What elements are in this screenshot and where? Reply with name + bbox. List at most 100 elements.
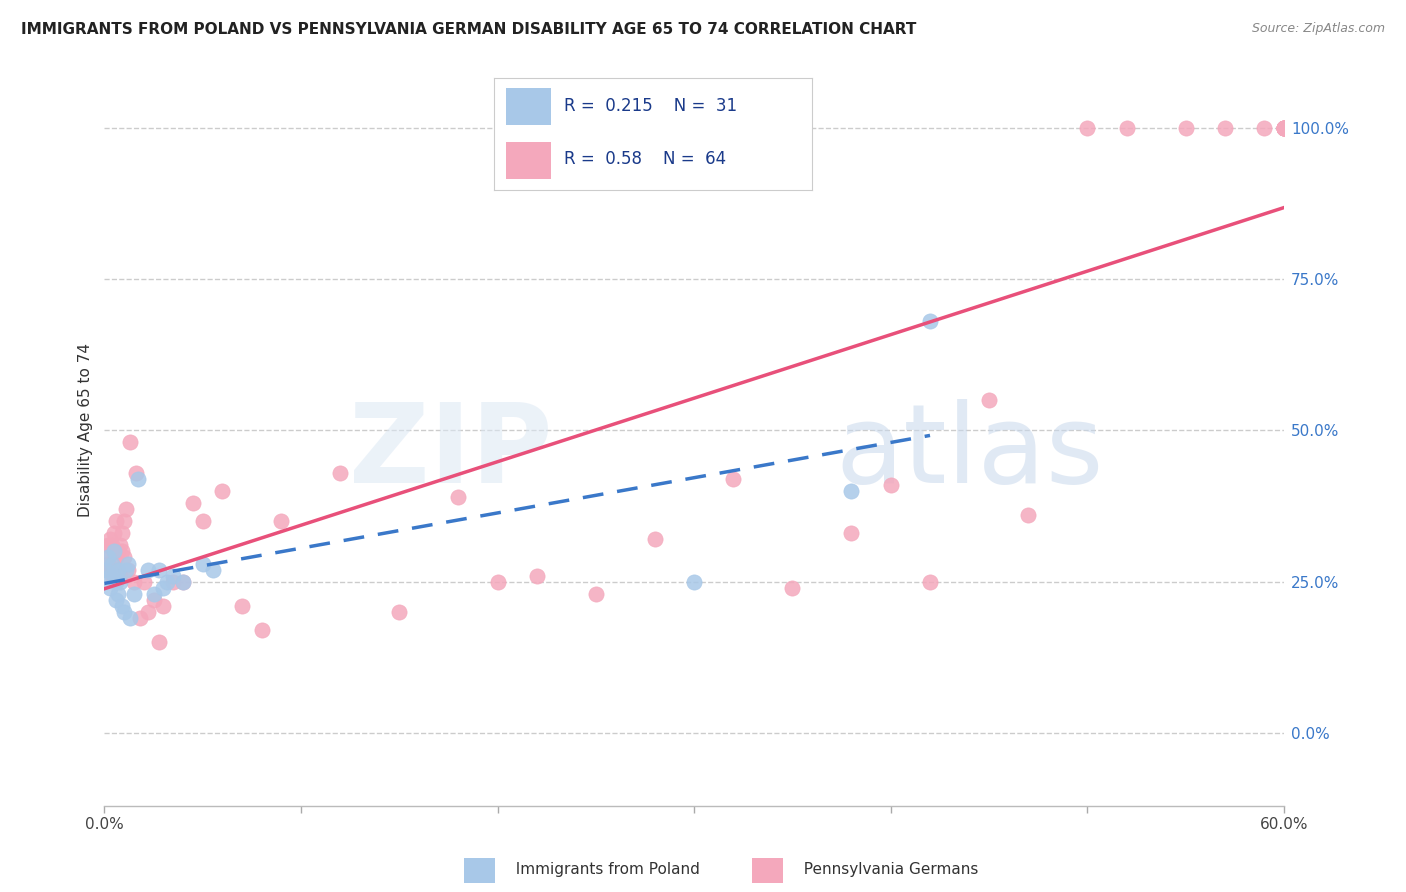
Point	[201, 563, 224, 577]
Point	[111, 599, 134, 613]
Point	[782, 581, 804, 595]
Point	[112, 550, 135, 565]
Point	[142, 587, 165, 601]
Point	[1272, 120, 1295, 135]
Point	[1174, 120, 1197, 135]
Point	[977, 393, 1000, 408]
Y-axis label: Disability Age 65 to 74: Disability Age 65 to 74	[79, 343, 93, 517]
Point	[152, 599, 174, 613]
Point	[103, 544, 125, 558]
Point	[723, 472, 745, 486]
Point	[107, 544, 129, 558]
Point	[97, 550, 120, 565]
Point	[101, 557, 124, 571]
Text: Source: ZipAtlas.com: Source: ZipAtlas.com	[1251, 22, 1385, 36]
Point	[117, 557, 139, 571]
Point	[162, 568, 184, 582]
Point	[1076, 120, 1098, 135]
Point	[105, 592, 128, 607]
Point	[841, 483, 863, 498]
Text: Pennsylvania Germans: Pennsylvania Germans	[794, 863, 979, 877]
Point	[250, 623, 273, 637]
Text: ZIP: ZIP	[349, 400, 553, 507]
Point	[111, 544, 134, 558]
Point	[101, 538, 124, 552]
Point	[211, 483, 233, 498]
Point	[108, 568, 131, 582]
Point	[1017, 508, 1039, 522]
Point	[107, 563, 129, 577]
Point	[880, 478, 903, 492]
Point	[98, 581, 121, 595]
Point	[105, 574, 128, 589]
Point	[103, 568, 125, 582]
Point	[191, 514, 214, 528]
Point	[98, 568, 121, 582]
Point	[127, 472, 149, 486]
Point	[96, 544, 118, 558]
Point	[142, 592, 165, 607]
Point	[644, 533, 666, 547]
Point	[172, 574, 194, 589]
Text: Immigrants from Poland: Immigrants from Poland	[506, 863, 700, 877]
Point	[270, 514, 292, 528]
Point	[148, 635, 170, 649]
Point	[112, 514, 135, 528]
Point	[181, 496, 204, 510]
Point	[98, 533, 121, 547]
Point	[162, 574, 184, 589]
Point	[107, 563, 129, 577]
Point	[111, 526, 134, 541]
Point	[136, 605, 159, 619]
Point	[172, 574, 194, 589]
Point	[101, 568, 124, 582]
Point	[526, 568, 548, 582]
Point	[97, 538, 120, 552]
Point	[117, 563, 139, 577]
Point	[447, 490, 470, 504]
Point	[136, 563, 159, 577]
Point	[107, 587, 129, 601]
Point	[152, 581, 174, 595]
Point	[98, 563, 121, 577]
Point	[103, 544, 125, 558]
Point	[118, 611, 141, 625]
Point	[329, 466, 352, 480]
Point	[148, 563, 170, 577]
Point	[122, 587, 145, 601]
Point	[1272, 120, 1295, 135]
Point	[918, 574, 941, 589]
Point	[1213, 120, 1236, 135]
Point	[388, 605, 411, 619]
Point	[108, 538, 131, 552]
Point	[1253, 120, 1275, 135]
Point	[96, 563, 118, 577]
Point	[1272, 120, 1295, 135]
Point	[105, 514, 128, 528]
Point	[1272, 120, 1295, 135]
Text: IMMIGRANTS FROM POLAND VS PENNSYLVANIA GERMAN DISABILITY AGE 65 TO 74 CORRELATIO: IMMIGRANTS FROM POLAND VS PENNSYLVANIA G…	[21, 22, 917, 37]
Point	[118, 435, 141, 450]
Point	[918, 314, 941, 328]
Point	[108, 574, 131, 589]
Point	[1272, 120, 1295, 135]
Point	[841, 526, 863, 541]
Point	[97, 557, 120, 571]
Point	[122, 574, 145, 589]
Point	[585, 587, 607, 601]
Point	[115, 563, 138, 577]
Point	[115, 502, 138, 516]
Point	[128, 611, 150, 625]
Point	[231, 599, 253, 613]
Text: atlas: atlas	[835, 400, 1104, 507]
Point	[1272, 120, 1295, 135]
Point	[103, 526, 125, 541]
Point	[191, 557, 214, 571]
Point	[1272, 120, 1295, 135]
Point	[156, 574, 179, 589]
Point	[132, 574, 155, 589]
Point	[1115, 120, 1137, 135]
Point	[112, 605, 135, 619]
Point	[105, 550, 128, 565]
Point	[125, 466, 148, 480]
